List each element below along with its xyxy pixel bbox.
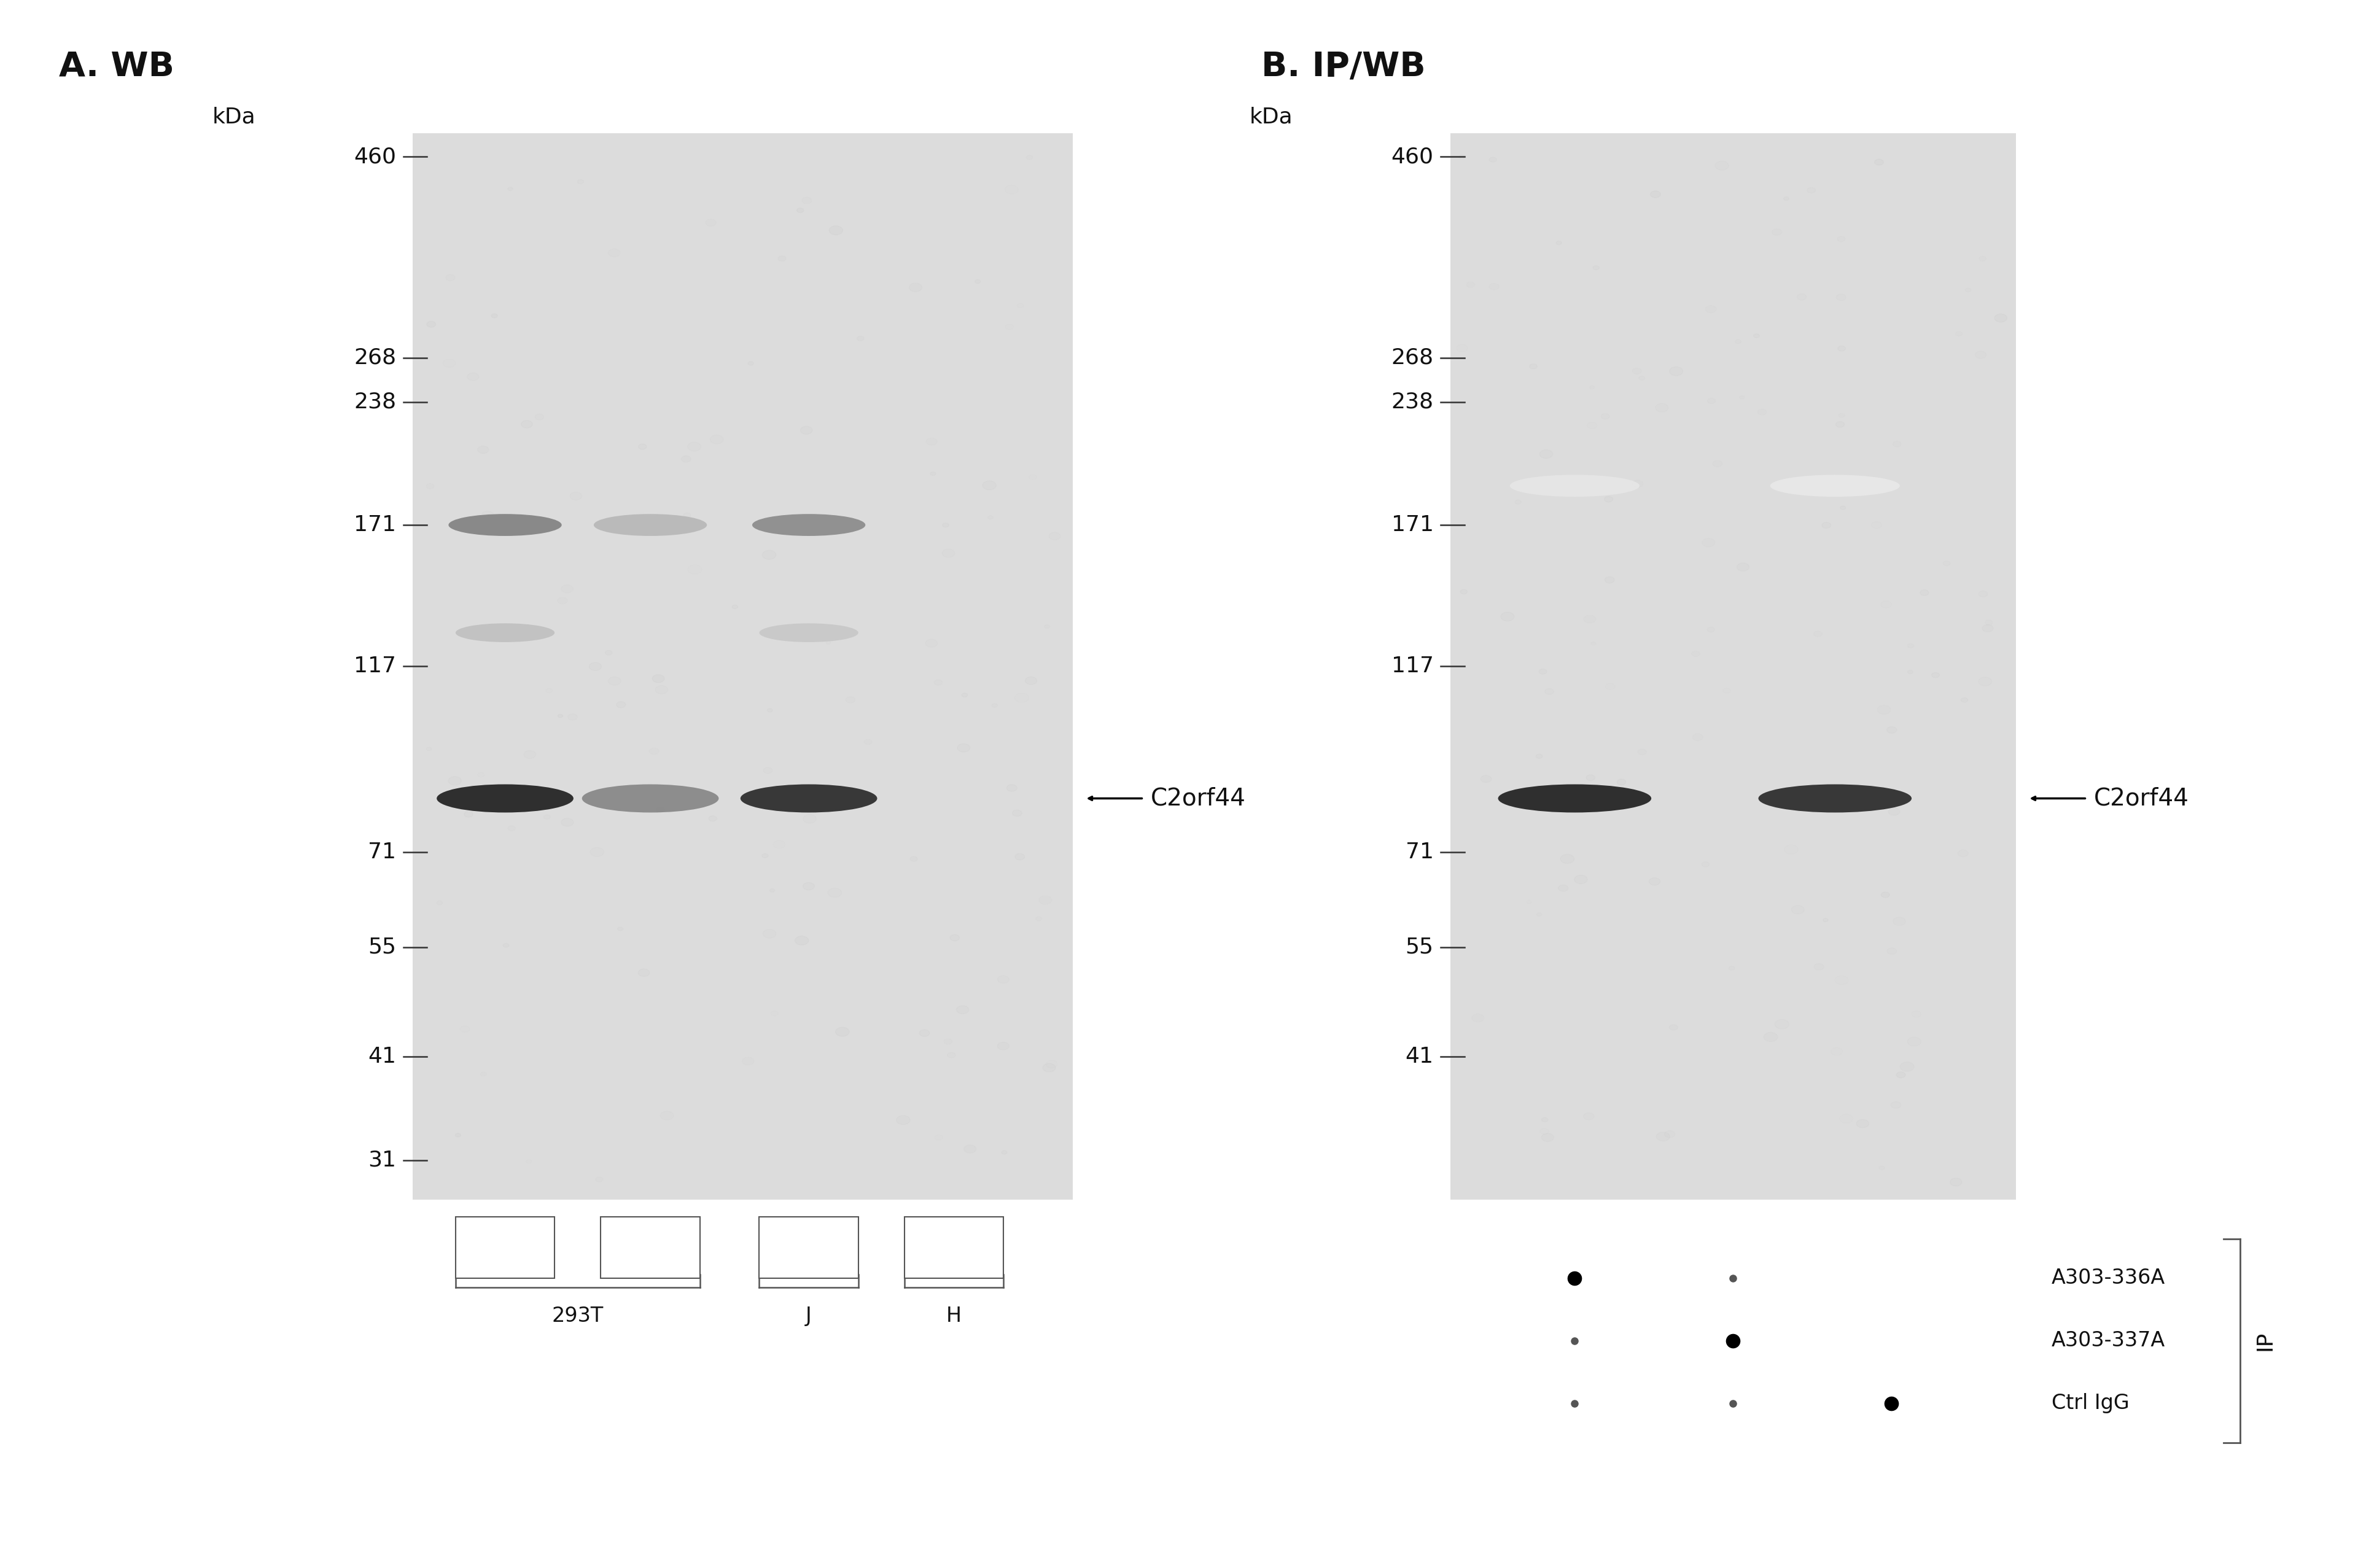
Text: 41: 41 bbox=[1405, 1046, 1434, 1066]
Text: A303-336A: A303-336A bbox=[2051, 1269, 2165, 1287]
Bar bbox=[455, 1217, 554, 1278]
Text: 117: 117 bbox=[354, 655, 396, 677]
Text: 238: 238 bbox=[354, 392, 396, 412]
Text: 238: 238 bbox=[1391, 392, 1434, 412]
Text: 41: 41 bbox=[368, 1046, 396, 1066]
Text: 50: 50 bbox=[941, 1237, 967, 1258]
Text: 171: 171 bbox=[1391, 514, 1434, 535]
Text: kDa: kDa bbox=[1250, 107, 1292, 127]
Ellipse shape bbox=[759, 624, 858, 643]
Text: 268: 268 bbox=[1391, 348, 1434, 368]
Text: H: H bbox=[946, 1306, 962, 1327]
Ellipse shape bbox=[752, 514, 865, 536]
Text: IP: IP bbox=[2254, 1331, 2275, 1350]
Text: 293T: 293T bbox=[552, 1306, 604, 1327]
Text: 55: 55 bbox=[368, 936, 396, 958]
Text: 31: 31 bbox=[368, 1149, 396, 1171]
Text: 268: 268 bbox=[354, 348, 396, 368]
Text: 117: 117 bbox=[1391, 655, 1434, 677]
Text: C2orf44: C2orf44 bbox=[1151, 787, 1245, 811]
Ellipse shape bbox=[436, 784, 573, 812]
Bar bbox=[1450, 133, 2016, 1200]
Text: kDa: kDa bbox=[212, 107, 255, 127]
Text: 71: 71 bbox=[368, 842, 396, 862]
Ellipse shape bbox=[1771, 475, 1901, 497]
Text: C2orf44: C2orf44 bbox=[2094, 787, 2188, 811]
Ellipse shape bbox=[448, 514, 561, 536]
Text: 55: 55 bbox=[1405, 936, 1434, 958]
Text: 460: 460 bbox=[354, 146, 396, 168]
Text: 71: 71 bbox=[1405, 842, 1434, 862]
Ellipse shape bbox=[1497, 784, 1651, 812]
Text: 15: 15 bbox=[637, 1237, 663, 1258]
Ellipse shape bbox=[1509, 475, 1639, 497]
Text: 50: 50 bbox=[795, 1237, 823, 1258]
Bar bbox=[601, 1217, 700, 1278]
Text: Ctrl IgG: Ctrl IgG bbox=[2051, 1394, 2129, 1413]
Ellipse shape bbox=[594, 514, 707, 536]
Text: J: J bbox=[806, 1306, 811, 1327]
Bar bbox=[759, 1217, 858, 1278]
Text: A. WB: A. WB bbox=[59, 50, 174, 83]
Bar bbox=[905, 1217, 1005, 1278]
Bar bbox=[413, 133, 1073, 1200]
Text: 50: 50 bbox=[493, 1237, 519, 1258]
Text: 171: 171 bbox=[354, 514, 396, 535]
Text: A303-337A: A303-337A bbox=[2051, 1331, 2165, 1350]
Ellipse shape bbox=[455, 624, 554, 643]
Ellipse shape bbox=[740, 784, 877, 812]
Ellipse shape bbox=[1759, 784, 1912, 812]
Ellipse shape bbox=[582, 784, 719, 812]
Text: 460: 460 bbox=[1391, 146, 1434, 168]
Text: B. IP/WB: B. IP/WB bbox=[1262, 50, 1427, 83]
